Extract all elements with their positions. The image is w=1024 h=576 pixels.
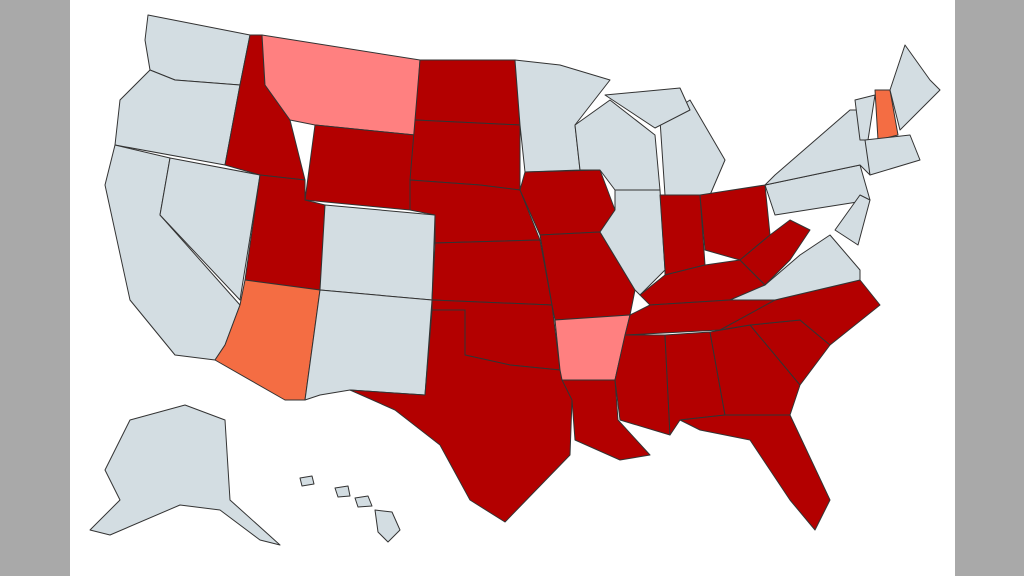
side-bar (955, 0, 1024, 576)
state (659, 194, 706, 276)
state (614, 334, 671, 436)
state (604, 87, 691, 129)
state (304, 124, 416, 211)
state (159, 157, 261, 301)
state (679, 414, 831, 531)
state (414, 59, 521, 126)
state (89, 404, 281, 546)
state (834, 194, 871, 246)
state (889, 44, 941, 131)
state (334, 485, 351, 498)
state (374, 509, 401, 543)
state (304, 289, 433, 401)
state (409, 119, 521, 191)
state (729, 234, 861, 301)
state (299, 475, 315, 487)
state (874, 89, 899, 141)
states (89, 14, 941, 546)
state (354, 495, 373, 508)
state (319, 204, 436, 301)
state (431, 239, 553, 306)
state (349, 309, 573, 523)
state (864, 134, 921, 176)
side-bar (0, 0, 70, 576)
state (739, 219, 811, 286)
